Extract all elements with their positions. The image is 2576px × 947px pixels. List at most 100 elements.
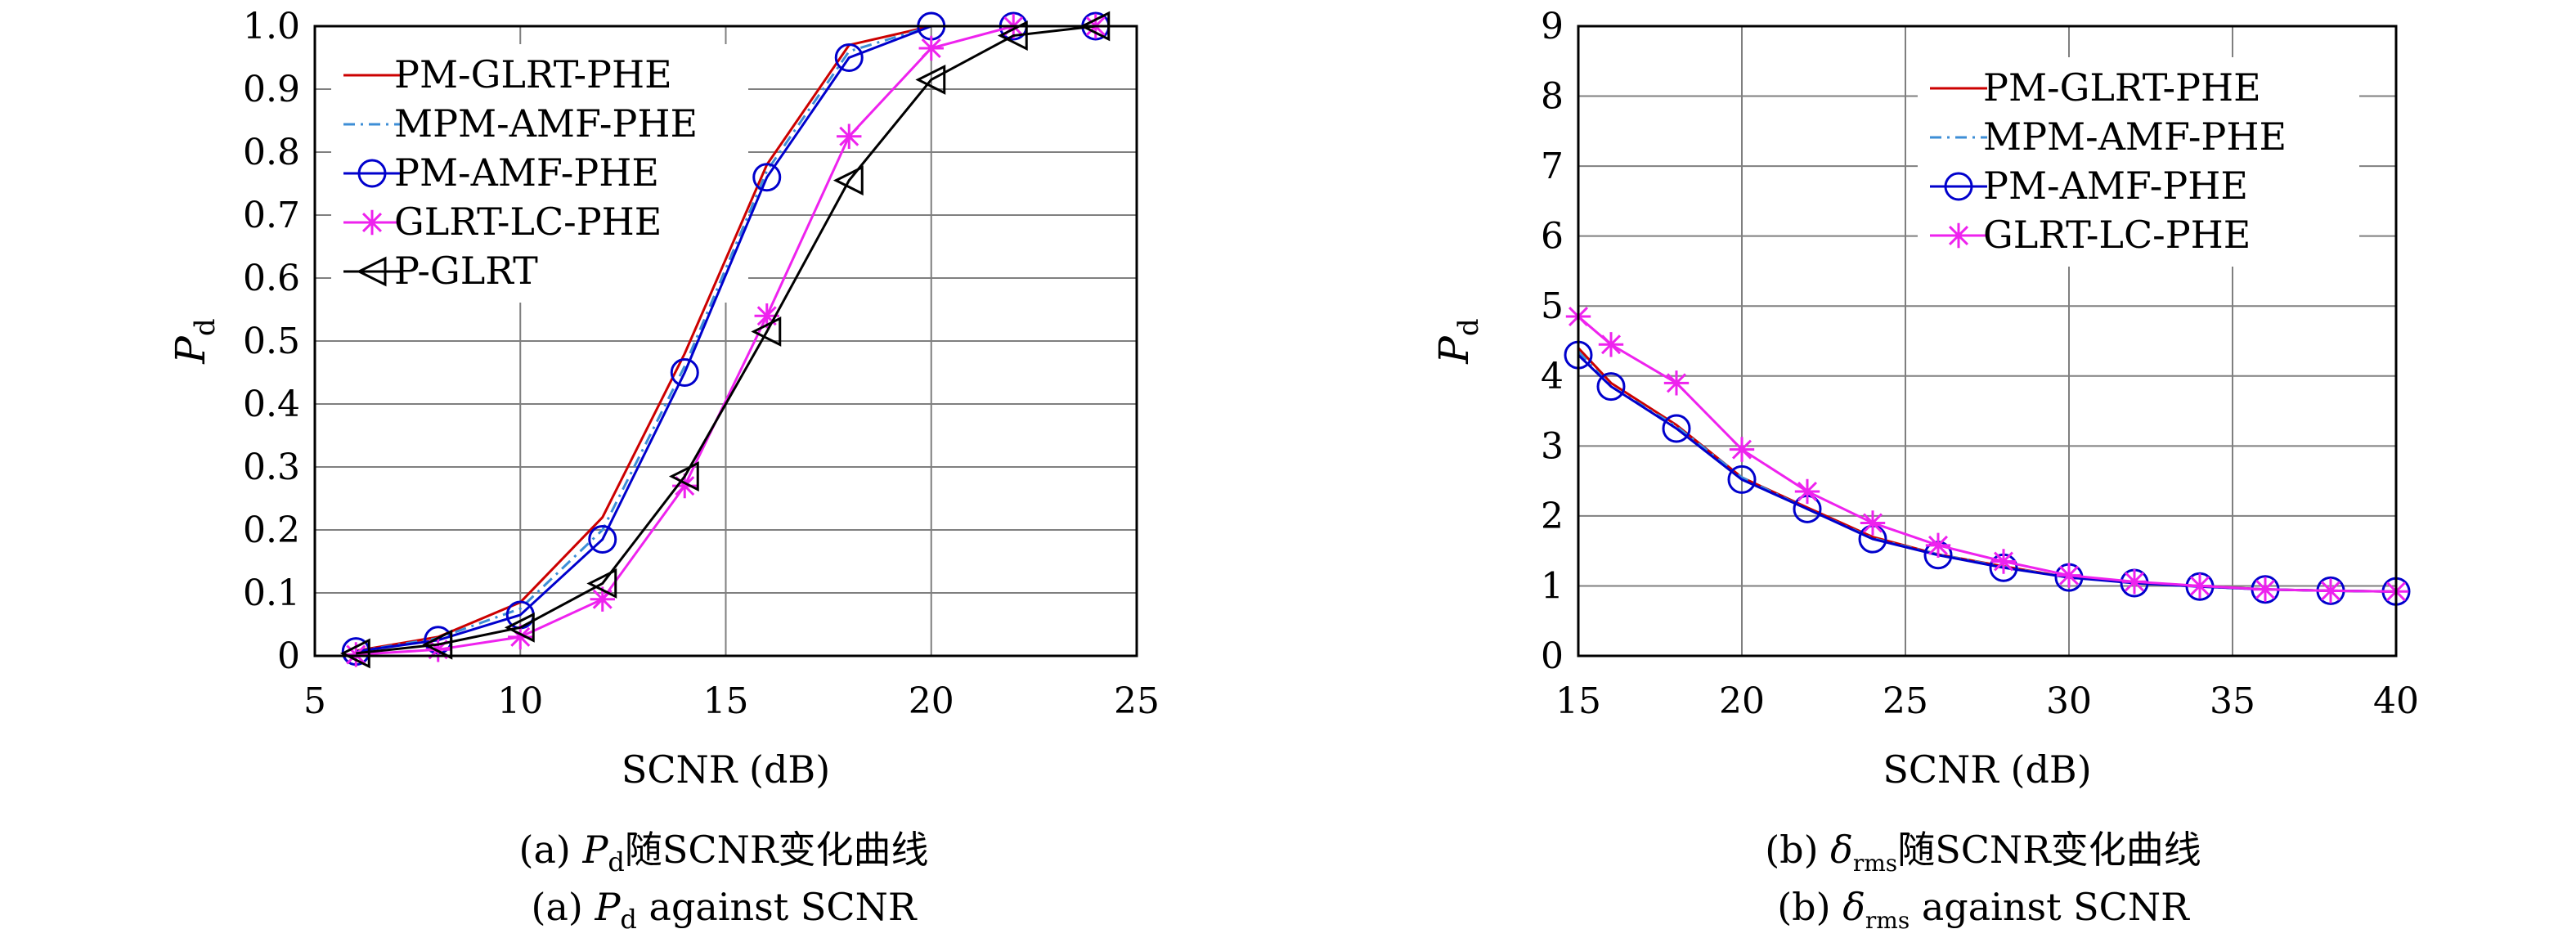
- data-point: [425, 637, 451, 662]
- series-line: [356, 25, 1096, 653]
- data-point: [1794, 478, 1820, 505]
- x-tick-label: 35: [2210, 680, 2255, 722]
- series-pm-amf-phe: [1564, 340, 2411, 606]
- series-line: [1577, 354, 2397, 593]
- legend-marker: [357, 159, 387, 188]
- x-tick-label: 25: [1883, 680, 1928, 722]
- y-axis-label: Pd: [167, 318, 222, 364]
- y-tick-label: 0.1: [243, 572, 300, 614]
- legend-marker: [1945, 222, 1972, 249]
- data-point: [2056, 563, 2082, 588]
- x-tick-label: 20: [909, 680, 954, 722]
- legend-label: GLRT-LC-PHE: [1983, 213, 2251, 257]
- y-tick-label: 0.4: [243, 384, 300, 425]
- y-tick-label: 1: [1541, 565, 1564, 607]
- legend-label: GLRT-LC-PHE: [394, 200, 662, 244]
- x-tick-label: 15: [1555, 680, 1601, 722]
- x-tick-label: 15: [703, 680, 749, 722]
- x-axis-label: SCNR (dB): [1883, 747, 2091, 792]
- x-tick-label: 5: [303, 680, 326, 722]
- legend-label: MPM-AMF-PHE: [394, 101, 698, 146]
- legend-marker: [1944, 172, 1973, 201]
- data-point: [915, 65, 946, 95]
- series-line: [1577, 315, 2397, 593]
- x-tick-label: 25: [1114, 680, 1160, 722]
- data-point: [422, 629, 453, 660]
- chart-drms-vs-scnr: 15 20 25 30 35 40 0 1 2 3 4 5 6 7 8 9 PM-GLRT-PHEMPM-AMF…: [1430, 6, 2419, 792]
- data-point: [504, 612, 535, 643]
- data-point: [508, 624, 533, 650]
- series-pm-glrt-phe: [1577, 347, 2397, 593]
- y-tick-label: 9: [1541, 6, 1564, 47]
- data-point: [1598, 332, 1624, 357]
- legend-background: [1918, 57, 2359, 267]
- data-point: [590, 586, 615, 612]
- data-point: [1925, 532, 1951, 559]
- x-tick-label: 10: [497, 680, 543, 722]
- data-point: [672, 473, 698, 499]
- y-tick-label: 1.0: [243, 6, 300, 47]
- y-tick-label: 0: [1541, 635, 1564, 677]
- data-point: [834, 43, 864, 72]
- y-tick-label: 0.9: [243, 69, 300, 110]
- data-point: [832, 165, 864, 196]
- data-point: [339, 638, 370, 669]
- caption-a-zh: (a) Pd随SCNR变化曲线: [519, 828, 929, 877]
- data-point: [586, 568, 617, 599]
- data-point: [752, 163, 782, 192]
- y-tick-label: 3: [1541, 425, 1564, 467]
- data-point: [2121, 569, 2147, 595]
- y-tick-label: 0.7: [243, 195, 300, 236]
- data-point: [1729, 437, 1755, 462]
- x-tick-label: 20: [1719, 680, 1765, 722]
- data-point: [1596, 372, 1626, 402]
- y-tick-label: 7: [1541, 146, 1564, 187]
- series-line: [1577, 347, 2397, 593]
- series-glrt-lc-phe: [1565, 303, 2409, 604]
- series-p-glrt: [339, 11, 1111, 669]
- series-line: [356, 25, 1096, 656]
- data-point: [1727, 465, 1757, 494]
- data-point: [2252, 577, 2278, 602]
- y-tick-label: 5: [1541, 285, 1564, 327]
- data-point: [1662, 414, 1691, 443]
- legend-label: PM-AMF-PHE: [394, 150, 659, 195]
- y-tick-label: 0: [277, 635, 300, 677]
- data-point: [1860, 510, 1886, 536]
- caption-b-en: (b) δrms against SCNR: [1777, 885, 2190, 934]
- legend-label: MPM-AMF-PHE: [1983, 114, 2287, 159]
- chart-pd-vs-scnr: 5 10 15 20 25 0 0.1 0.2 0.3 0.4 0.5 0.6 0.7 0.8 0.9 1.0…: [167, 6, 1160, 792]
- legend-label: PM-GLRT-PHE: [1983, 65, 2261, 110]
- legend-marker: [356, 256, 387, 287]
- x-tick-label: 40: [2373, 680, 2419, 722]
- data-point: [1990, 549, 2017, 574]
- series-line: [356, 25, 1096, 655]
- x-tick-label: 30: [2046, 680, 2092, 722]
- caption-a-en: (a) Pd against SCNR: [532, 885, 918, 935]
- y-axis-label: Pd: [1430, 318, 1485, 364]
- data-point: [837, 123, 862, 149]
- data-point: [1663, 370, 1690, 396]
- y-tick-label: 8: [1541, 76, 1564, 118]
- legend-label: P-GLRT: [394, 249, 538, 293]
- y-tick-label: 0.8: [243, 132, 300, 173]
- series-mpm-amf-phe: [356, 25, 1096, 653]
- legend-label: PM-AMF-PHE: [1983, 164, 2248, 208]
- data-point: [2318, 578, 2344, 604]
- series-mpm-amf-phe: [1577, 350, 2397, 593]
- data-point: [918, 35, 944, 61]
- y-tick-label: 0.3: [243, 447, 300, 488]
- data-point: [997, 20, 1028, 51]
- x-axis-label: SCNR (dB): [622, 747, 830, 792]
- plot-frame: [313, 25, 1138, 658]
- legend-marker: [359, 209, 385, 236]
- legend-label: PM-GLRT-PHE: [394, 52, 672, 96]
- plot-frame: [1577, 25, 2398, 658]
- y-tick-label: 6: [1541, 216, 1564, 258]
- y-tick-label: 4: [1541, 356, 1564, 397]
- y-tick-label: 0.6: [243, 258, 300, 299]
- caption-b-zh: (b) δrms随SCNR变化曲线: [1765, 828, 2201, 877]
- data-point: [668, 461, 699, 491]
- data-point: [2187, 573, 2213, 599]
